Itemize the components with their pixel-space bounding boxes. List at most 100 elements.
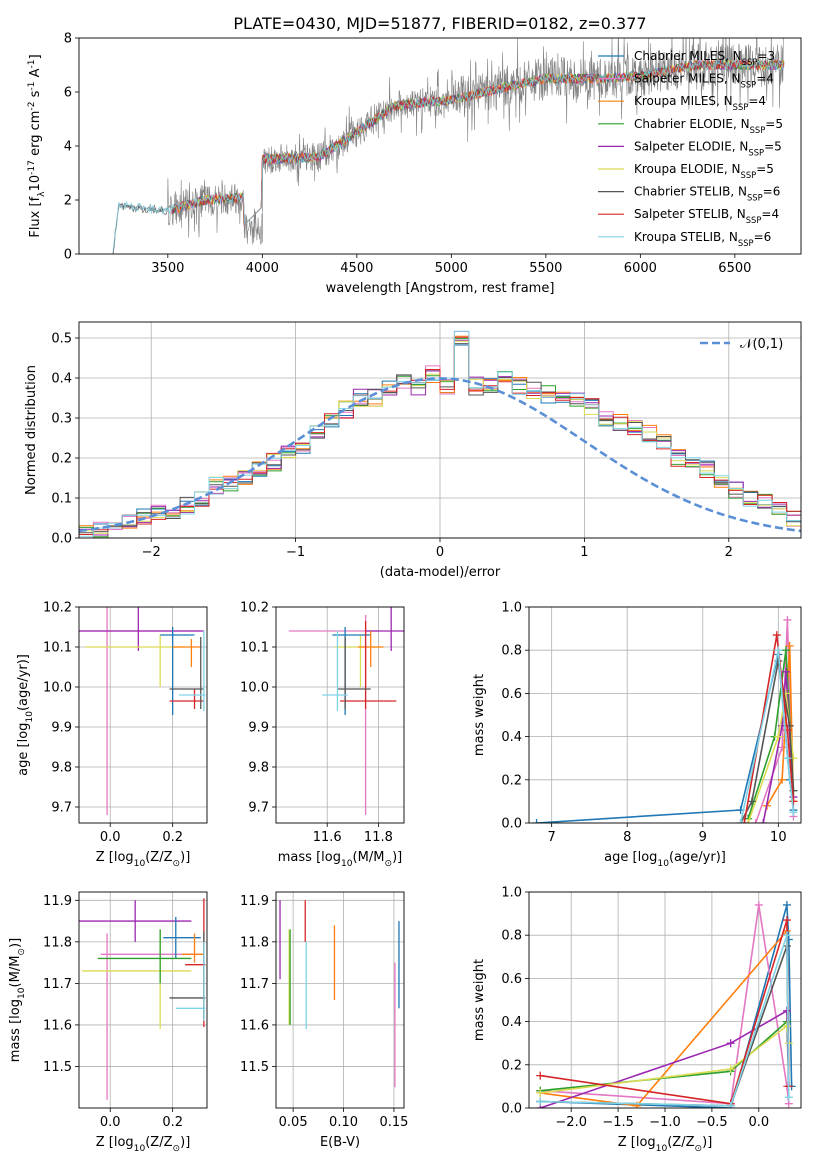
residual-histogram-7: [79, 343, 801, 534]
x-tick-label: 0.15: [379, 1115, 408, 1130]
x-tick-label: 5500: [529, 261, 562, 276]
y-tick-label: 9.8: [51, 761, 72, 776]
text-run: (Z/Z: [667, 1135, 694, 1150]
y-tick-label: 9.8: [248, 761, 269, 776]
mass-weight-marker: [754, 900, 763, 909]
text-run: ]: [28, 54, 43, 59]
text-run: =5: [764, 139, 782, 153]
x-tick-label: −1: [286, 545, 305, 560]
superscript: -2: [27, 102, 37, 111]
subscript: 10: [17, 987, 27, 999]
mass-weight-marker: [740, 819, 749, 823]
plot-area: [536, 900, 796, 1108]
panel-mass-weight-vs-age: 7 8 9 10 0.0 0.2 0.4 0.6 0.8 1.0 age [log10​(age/y…: [472, 601, 802, 869]
plot-area: [79, 330, 801, 538]
panel-age-vs-z: 0.0 0.2 9.7 9.8 9.9 10.0 10.1 10.2 Z [log10​(Z/Z…: [16, 601, 208, 869]
error-bar-point-8: [175, 941, 206, 1021]
error-bar-point-4: [160, 627, 195, 715]
mass-weight-marker: [782, 1006, 791, 1015]
x-tick-label: 6500: [718, 261, 751, 276]
y-tick-label: 0.5: [51, 332, 72, 347]
y-axis-label: age [log10​(age/yr)]: [16, 654, 35, 776]
text-run: =6: [763, 185, 781, 199]
text-run: =4: [748, 94, 766, 108]
y-tick-label: 0.4: [501, 1015, 522, 1030]
y-tick-label: 1.0: [501, 886, 522, 901]
x-axis-label: Z [log10​(Z/Z⊙​)]: [618, 1135, 713, 1154]
subscript: 10: [341, 859, 353, 869]
text-run: =4: [761, 207, 779, 221]
legend-label-normal: 𝒩(0,1): [740, 337, 783, 352]
y-tick-label: 11.7: [43, 977, 72, 992]
y-axis-label: mass weight: [472, 959, 487, 1041]
text-run: Flux [f: [28, 196, 43, 237]
x-tick-label: 11.6: [313, 830, 342, 845]
y-tick-label: 11.6: [240, 1018, 269, 1033]
panel-spectrum: 3500 4000 4500 5000 5500 6000 6500 0 2 4 6 8 wavelen…: [27, 32, 802, 296]
x-tick-label: 9: [699, 830, 707, 845]
text-run: Chabrier MILES, N: [634, 49, 742, 63]
legend-label-8: Salpeter STELIB, NSSP​=4: [634, 207, 779, 225]
mass-weight-marker: [536, 1071, 545, 1080]
error-bar-point-7: [169, 637, 204, 709]
error-bar-point-7: [337, 637, 371, 709]
subscript: 10: [656, 1144, 668, 1154]
axes-frame: [78, 321, 802, 539]
subscript: SSP: [738, 238, 754, 248]
text-run: Z [log: [96, 1135, 134, 1150]
text-run: E(B-V): [320, 1135, 360, 1150]
panel-mass-vs-ebv: 0.05 0.10 0.15 11.5 11.6 11.7 11.8 11.9 E(B-V): [240, 891, 408, 1150]
text-run: )]: [8, 938, 23, 948]
x-axis-label: E(B-V): [320, 1135, 360, 1150]
legend: Chabrier MILES, NSSP​=3 Salpeter MILES, N…: [598, 49, 783, 248]
subscript: SSP: [741, 80, 757, 90]
y-tick-label: 10.0: [43, 681, 72, 696]
y-tick-label: 6: [64, 86, 72, 101]
error-bar-point-3: [82, 929, 192, 1030]
mass-weight-marker: [781, 646, 790, 655]
text-run: s: [28, 90, 43, 101]
mass-weight-marker: [782, 900, 791, 909]
x-tick-label: 6000: [624, 261, 657, 276]
y-tick-label: 0.2: [501, 1058, 522, 1073]
y-tick-label: 0.6: [501, 687, 522, 702]
text-run: (Z/Z: [145, 1135, 172, 1150]
y-tick-label: 9.9: [51, 721, 72, 736]
x-tick-label: −0.5: [696, 1115, 728, 1130]
error-bar-point-8: [178, 631, 206, 711]
text-run: age [log: [16, 723, 31, 776]
residual-histogram-5: [79, 339, 801, 536]
y-tick-label: 11.8: [43, 935, 72, 950]
mass-weight-marker: [744, 819, 753, 823]
model-line-7: [112, 58, 784, 254]
panel-mass-weight-vs-z: −2.0 −1.5 −1.0 −0.5 0.0 0.0 0.2 0.4 0.6 0.8 1.0 Z […: [472, 886, 802, 1154]
panel-age-vs-mass: 11.6 11.8 9.7 9.8 9.9 10.0 10.1 10.2 mass [log10…: [240, 601, 405, 869]
y-tick-label: 0.6: [501, 972, 522, 987]
error-bar-point-9: [97, 929, 192, 984]
subscript: SSP: [746, 215, 762, 225]
legend-label-6: Kroupa ELODIE, NSSP​=5: [634, 162, 774, 180]
text-run: wavelength [Angstrom, rest frame]: [326, 281, 555, 296]
y-tick-label: 0.0: [501, 817, 522, 832]
y-tick-label: 1.0: [501, 601, 522, 616]
error-bar-point-7: [169, 931, 206, 1019]
error-bar-point-6: [340, 621, 397, 709]
x-tick-label: 0.2: [162, 830, 183, 845]
legend-label-3: Kroupa MILES, NSSP​=4: [634, 94, 766, 112]
mass-weight-marker: [772, 631, 781, 640]
model-line-9: [112, 59, 784, 251]
text-run: age [log: [604, 850, 657, 865]
superscript: -1: [27, 59, 37, 68]
plot-area: [79, 607, 206, 815]
x-axis-label: age [log10​(age/yr)]: [604, 850, 726, 869]
y-tick-label: 0.2: [501, 773, 522, 788]
text-run: Z [log: [618, 1135, 656, 1150]
subscript: ⊙: [17, 948, 27, 956]
text-run: erg cm: [28, 111, 43, 160]
legend-label-5: Salpeter ELODIE, NSSP​=5: [634, 139, 782, 157]
text-run: Normed distribution: [24, 365, 39, 495]
x-tick-label: 0.10: [329, 1115, 358, 1130]
x-tick-label: −2.0: [555, 1115, 587, 1130]
axes-frame: [275, 606, 405, 824]
